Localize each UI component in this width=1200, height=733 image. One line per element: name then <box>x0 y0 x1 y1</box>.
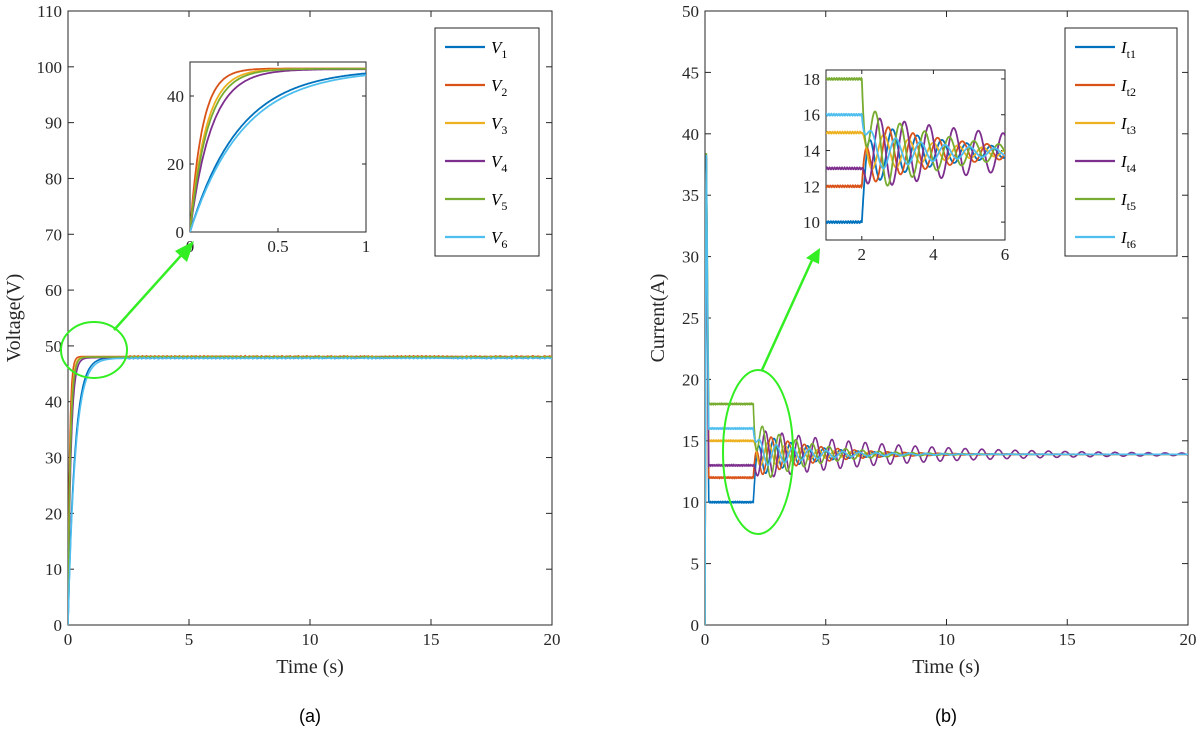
chart-b-legend-entry: It2 <box>1120 76 1136 99</box>
chart-b-ytick-label: 30 <box>682 248 699 267</box>
chart-a-inset-series-line <box>190 67 366 232</box>
chart-a-xtick-label: 20 <box>544 630 561 649</box>
chart-a-caption: (a) <box>299 706 321 726</box>
chart-a-inset-xtick-label: 1 <box>362 237 371 256</box>
chart-b-ytick-label: 10 <box>682 493 699 512</box>
chart-b-xtick-label: 5 <box>822 630 831 649</box>
chart-b-xtick-label: 20 <box>1180 630 1197 649</box>
chart-a-legend-entry: V2 <box>491 76 507 99</box>
chart-b-inset-ytick-label: 14 <box>803 142 821 161</box>
chart-a-ytick-label: 30 <box>45 449 62 468</box>
chart-b-inset-ytick-label: 10 <box>803 213 820 232</box>
chart-b-ytick-label: 15 <box>682 432 699 451</box>
chart-b-ytick-label: 5 <box>691 555 700 574</box>
chart-b-ytick-label: 45 <box>682 63 699 82</box>
chart-a-ytick-label: 20 <box>45 504 62 523</box>
chart-b-inset-ytick-label: 12 <box>803 177 820 196</box>
chart-a-ytick-label: 50 <box>45 337 62 356</box>
chart-b-ytick-label: 40 <box>682 125 699 144</box>
chart-b-legend-box <box>1064 27 1178 257</box>
chart-b-inset-ytick-label: 18 <box>803 70 820 89</box>
chart-a-ylabel: Voltage(V) <box>3 274 25 363</box>
chart-a-legend-entry: V6 <box>491 228 507 251</box>
chart-a-series-line <box>68 356 552 625</box>
chart-a-ytick-label: 0 <box>54 616 63 635</box>
chart-a-legend-box <box>434 27 540 257</box>
chart-a-zoom-arrow <box>113 249 187 331</box>
chart-b-xtick-label: 15 <box>1059 630 1076 649</box>
chart-a-inset-series-line <box>190 74 366 232</box>
chart-a-xtick-label: 15 <box>423 630 440 649</box>
chart-a-ytick-label: 80 <box>45 169 62 188</box>
chart-b-series-line <box>705 157 1188 625</box>
chart-b-xtick-label: 0 <box>701 630 710 649</box>
chart-b-inset-xtick-label: 4 <box>929 245 938 264</box>
chart-b-zoom-arrow <box>760 257 815 371</box>
chart-b-xlabel: Time (s) <box>912 656 980 678</box>
chart-b-series-line <box>705 154 1188 625</box>
chart-a-zoom-arrowhead <box>175 241 194 262</box>
chart-b-legend-entry: It1 <box>1120 38 1136 61</box>
chart-a-ytick-label: 40 <box>45 393 62 412</box>
chart-b-inset-xtick-label: 2 <box>858 245 867 264</box>
chart-b-inset-xtick-label: 6 <box>1001 245 1010 264</box>
chart-a-ytick-label: 10 <box>45 560 62 579</box>
chart-b-zoom-arrowhead <box>806 248 820 264</box>
chart-a-inset-ytick-label: 0 <box>176 223 185 242</box>
chart-a-legend-entry: V1 <box>491 38 507 61</box>
chart-a-inset-plot-area <box>189 61 367 233</box>
chart-a-legend-entry: V3 <box>491 114 507 137</box>
chart-b-inset-series-line <box>826 117 1005 186</box>
chart-b-ylabel: Current(A) <box>647 274 669 363</box>
chart-a-ytick-label: 70 <box>45 225 62 244</box>
chart-b-caption: (b) <box>935 706 957 726</box>
chart-b-ytick-label: 50 <box>682 2 699 21</box>
chart-a-ytick-label: 100 <box>37 58 63 77</box>
chart-a-inset-ytick-label: 40 <box>167 87 184 106</box>
chart-a-inset-xtick-label: 0.5 <box>267 237 288 256</box>
chart-a-xtick-label: 0 <box>64 630 73 649</box>
chart-b-legend-entry: It4 <box>1120 152 1136 175</box>
chart-b-ytick-label: 0 <box>691 616 700 635</box>
chart-a-zoom-ellipse <box>60 321 128 379</box>
chart-b-inset-series-line <box>826 76 1005 187</box>
chart-b-ytick-label: 35 <box>682 186 699 205</box>
chart-current: 0 5 10 15 20 0 5 10 15 20 25 30 35 40 45 50 2 4 6 10 12 14 16 1… <box>682 2 1197 649</box>
chart-b-inset-series-line <box>826 130 1005 170</box>
chart-a-inset-ytick-label: 20 <box>167 155 184 174</box>
chart-a-ytick-label: 60 <box>45 281 62 300</box>
chart-b-ytick-label: 20 <box>682 370 699 389</box>
chart-b-inset-series-line <box>826 112 1005 170</box>
chart-b-ytick-label: 25 <box>682 309 699 328</box>
chart-a-inset-series-line <box>190 72 366 232</box>
chart-a-ytick-label: 90 <box>45 114 62 133</box>
chart-b-legend-entry: It3 <box>1120 114 1136 137</box>
chart-b-zoom-ellipse <box>722 369 794 535</box>
chart-b-legend-entry: It6 <box>1120 228 1136 251</box>
chart-a-legend-entry: V5 <box>491 190 507 213</box>
chart-voltage: 05101520010203040506070809010011000.5102… <box>37 2 561 649</box>
chart-b-inset-series-line <box>826 126 1005 190</box>
chart-a-xtick-label: 5 <box>185 630 194 649</box>
chart-a-xlabel: Time (s) <box>276 656 344 678</box>
chart-a-ytick-label: 110 <box>37 2 62 21</box>
chart-a-legend-entry: V4 <box>491 152 507 175</box>
chart-b-inset-ytick-label: 16 <box>803 106 820 125</box>
chart-b-xtick-label: 10 <box>938 630 955 649</box>
chart-b-legend-entry: It5 <box>1120 190 1136 213</box>
chart-a-xtick-label: 10 <box>302 630 319 649</box>
